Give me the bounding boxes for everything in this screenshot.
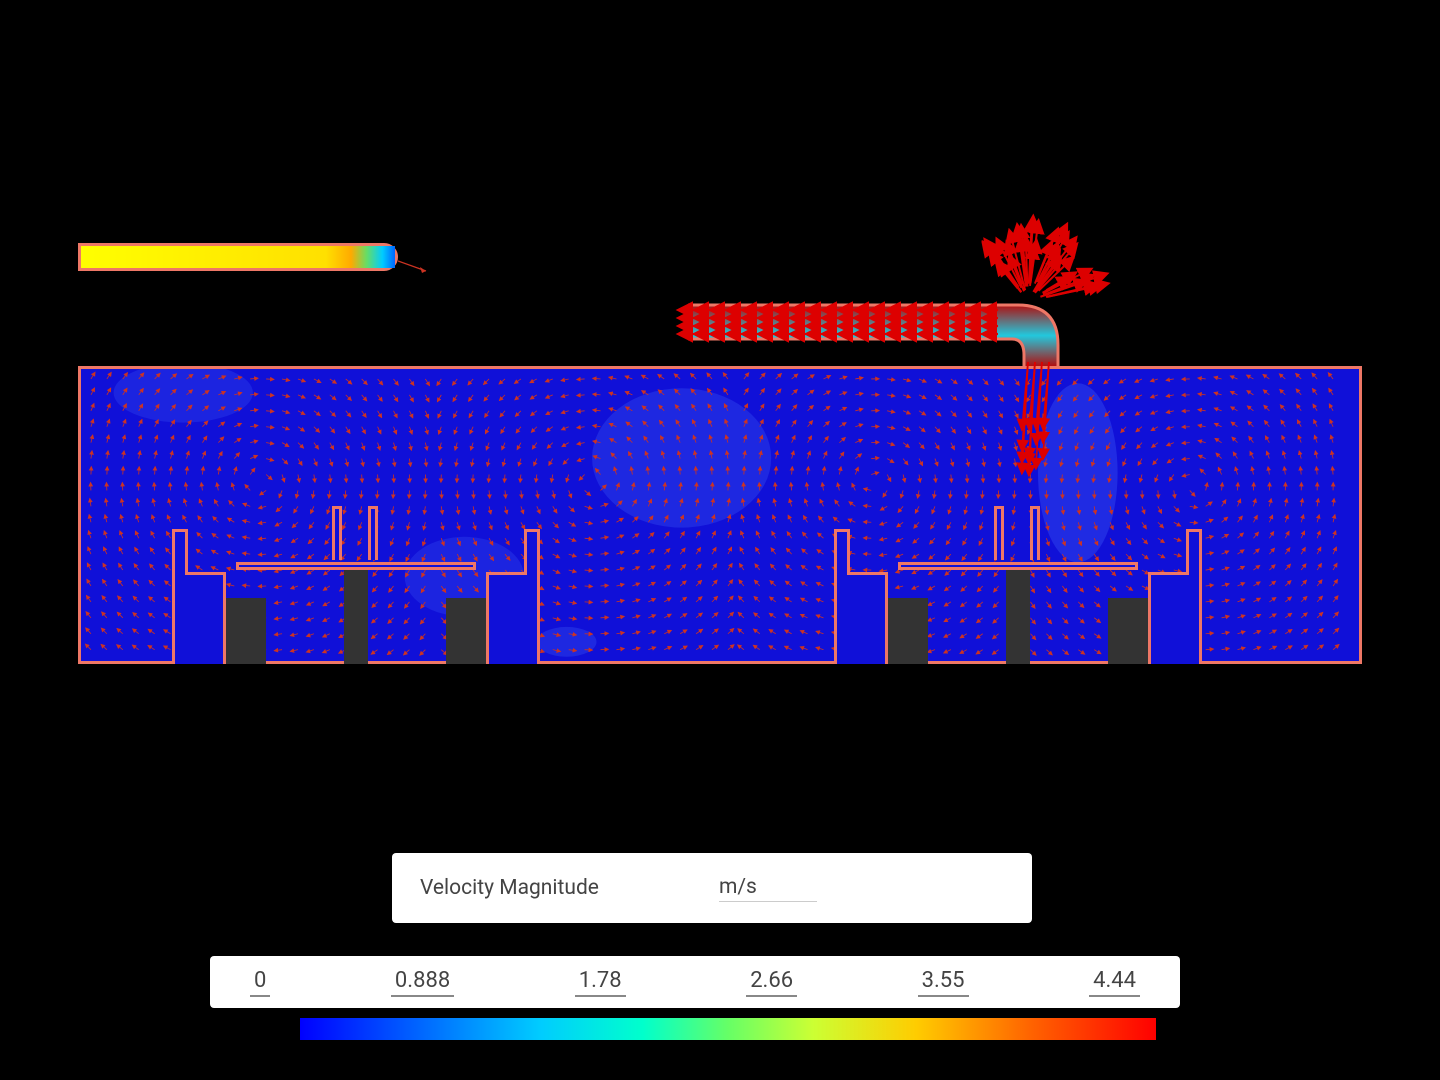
occupant-marker: [994, 506, 1004, 560]
occupant-marker: [332, 506, 342, 560]
seat-chair-left: [172, 572, 226, 664]
legend-tick: 0.888: [391, 968, 454, 997]
legend-title: Velocity Magnitude: [420, 876, 599, 900]
legend-panel: Velocity Magnitude m/s: [392, 853, 1032, 923]
legend-tick: 4.44: [1089, 968, 1140, 997]
legend-tick: 2.66: [746, 968, 797, 997]
occupant-marker: [368, 506, 378, 560]
seat-shadow: [888, 598, 928, 664]
seat-table: [898, 562, 1138, 570]
occupant-marker: [1030, 506, 1040, 560]
seat-table-pedestal: [1006, 570, 1030, 664]
seat-chair-right: [486, 572, 540, 664]
seat-chair-left: [834, 572, 888, 664]
seat-shadow: [446, 598, 486, 664]
legend-tick: 0: [250, 968, 270, 997]
seat-shadow: [1108, 598, 1148, 664]
legend-tick: 3.55: [918, 968, 969, 997]
legend-tick: 1.78: [575, 968, 626, 997]
seat-chair-right: [1148, 572, 1202, 664]
seat-table: [236, 562, 476, 570]
legend-scale: 0 0.888 1.78 2.66 3.55 4.44: [210, 956, 1180, 1008]
legend-unit: m/s: [719, 875, 817, 902]
legend-colorbar: [300, 1018, 1156, 1040]
seat-shadow: [226, 598, 266, 664]
simulation-viewport: [0, 0, 1440, 760]
seat-table-pedestal: [344, 570, 368, 664]
